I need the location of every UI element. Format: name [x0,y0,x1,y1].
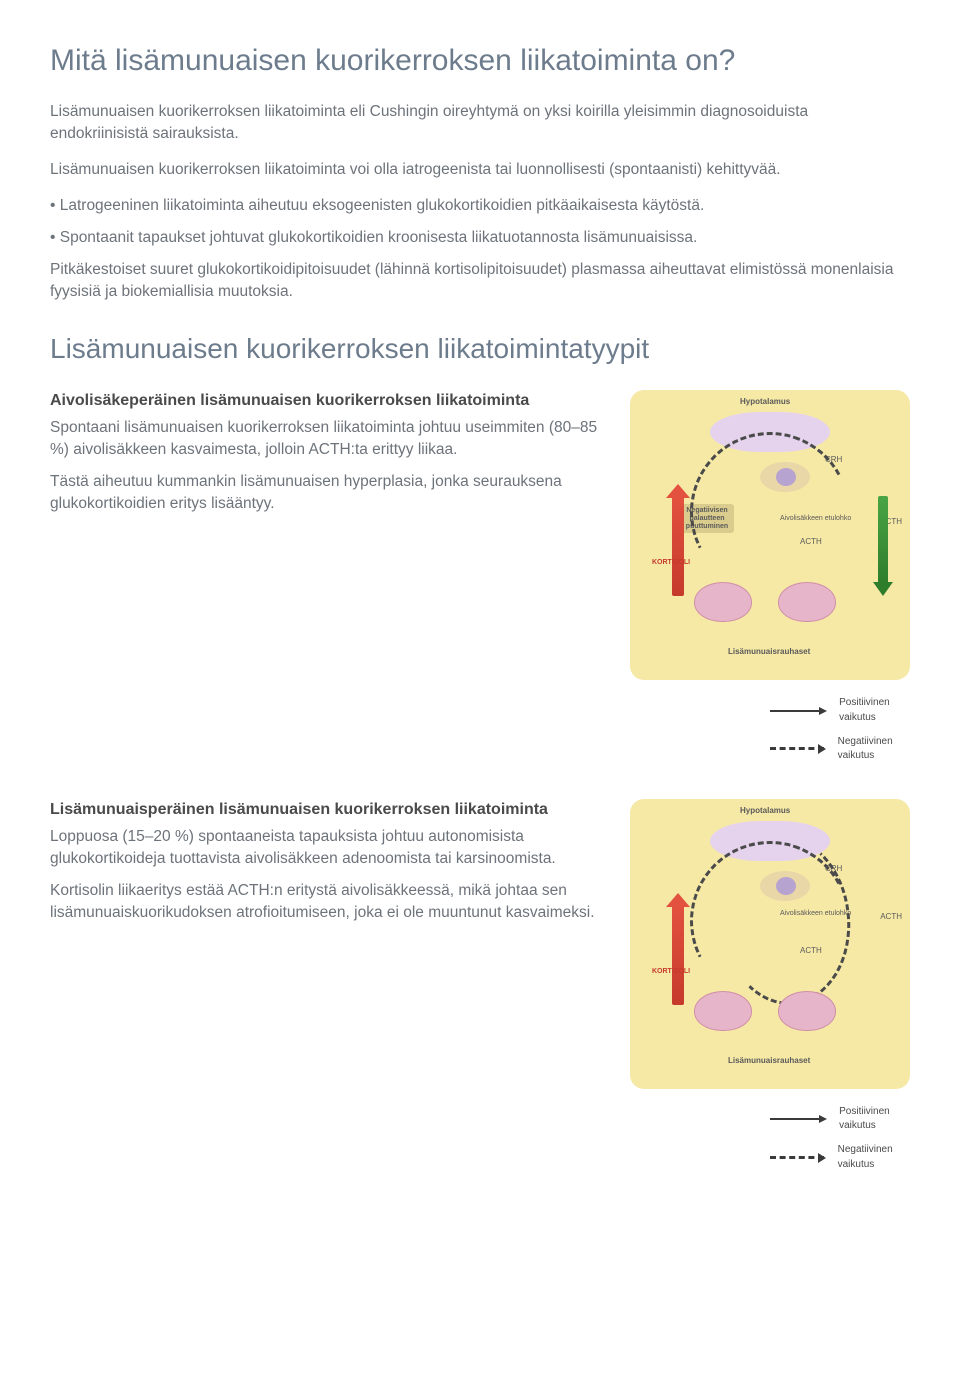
legend-negative-icon [770,747,824,750]
hpa-diagram-pituitary: Hypotalamus CRH Negatiivisen palautteen … [630,390,910,680]
paragraph-3: Pitkäkestoiset suuret glukokortikoidipit… [50,259,910,303]
label-adrenals-2: Lisämunuaisrauhaset [728,1055,810,1066]
label-cortisol-2: KORTISOLI [652,967,690,977]
adrenal-left [694,582,752,622]
paragraph-2: Lisämunuaisen kuorikerroksen liikatoimin… [50,159,910,181]
adrenal-right-2 [778,991,836,1031]
hpa-diagram-adrenal: Hypotalamus CRH Aivolisäkkeen etulohko A… [630,799,910,1089]
intro-paragraph: Lisämunuaisen kuorikerroksen liikatoimin… [50,101,910,145]
legend-positive-icon [770,710,825,712]
adrenal-left-2 [694,991,752,1031]
bullet-1: • Latrogeeninen liikatoiminta aiheutuu e… [50,195,910,217]
feedback-dash [669,412,871,614]
adrenal-right [778,582,836,622]
block2-heading: Lisämunuaisperäinen lisämunuaisen kuorik… [50,799,600,822]
block1-p1: Spontaani lisämunuaisen kuorikerroksen l… [50,417,600,461]
acth-arrow [878,496,888,584]
block2-p1: Loppuosa (15–20 %) spontaaneista tapauks… [50,826,600,870]
block2-p2: Kortisolin liikaeritys estää ACTH:n erit… [50,880,600,924]
legend-negative: Negatiivinen vaikutus [838,735,910,763]
bullet-2: • Spontaanit tapaukset johtuvat glukokor… [50,227,910,249]
cortisol-arrow [672,496,684,596]
label-hypothalamus-2: Hypotalamus [740,805,790,816]
legend-negative-icon-2 [770,1156,824,1159]
type-block-pituitary: Aivolisäkeperäinen lisämunuaisen kuorike… [50,390,910,773]
block1-heading: Aivolisäkeperäinen lisämunuaisen kuorike… [50,390,600,413]
cortisol-arrow-2 [672,905,684,1005]
legend-1: Positiivinen vaikutus Negatiivinen vaiku… [630,696,910,763]
label-cortisol: KORTISOLI [652,558,690,568]
legend-positive-icon-2 [770,1118,825,1120]
label-acth-4: ACTH [880,911,902,922]
legend-positive: Positiivinen vaikutus [839,696,910,724]
legend-negative-2: Negatiivinen vaikutus [838,1143,910,1171]
label-adrenals: Lisämunuaisrauhaset [728,646,810,657]
legend-positive-2: Positiivinen vaikutus [839,1105,910,1133]
legend-2: Positiivinen vaikutus Negatiivinen vaiku… [630,1105,910,1172]
section-title: Lisämunuaisen kuorikerroksen liikatoimin… [50,329,910,369]
type-block-adrenal: Lisämunuaisperäinen lisämunuaisen kuorik… [50,799,910,1182]
label-hypothalamus: Hypotalamus [740,396,790,407]
page-title: Mitä lisämunuaisen kuorikerroksen liikat… [50,40,910,83]
block1-p2: Tästä aiheutuu kummankin lisämunuaisen h… [50,471,600,515]
